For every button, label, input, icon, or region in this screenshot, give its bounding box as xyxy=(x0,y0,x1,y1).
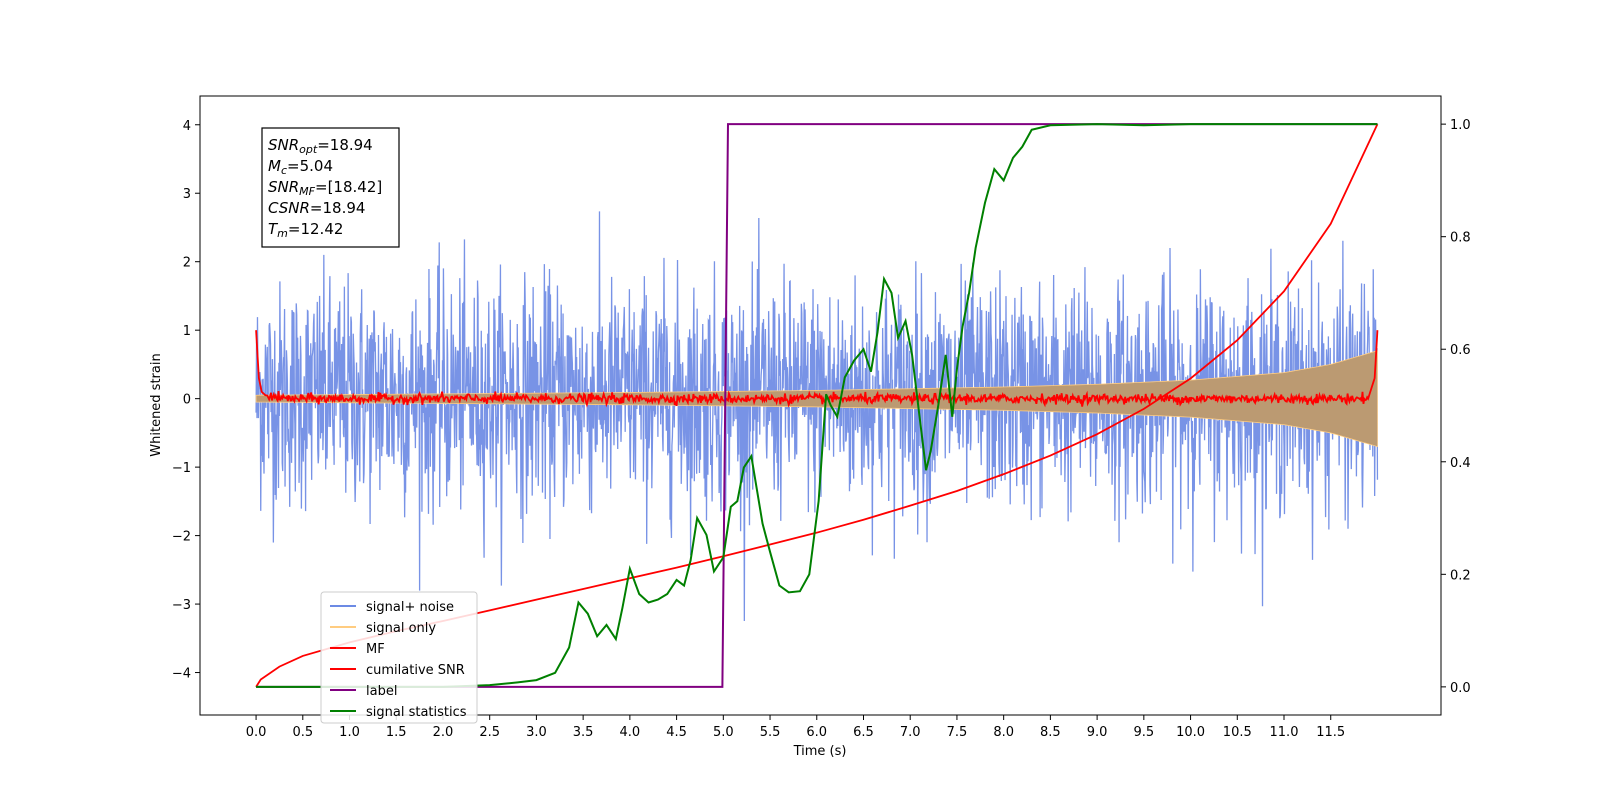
y-tick-label: 1 xyxy=(183,324,191,339)
annotation-line: CSNR=18.94 xyxy=(268,199,365,217)
x-tick-label: 8.0 xyxy=(993,725,1014,740)
y-tick-label: 4 xyxy=(183,119,191,134)
y2-tick-label: 0.6 xyxy=(1450,343,1471,358)
annotation-box: SNRopt=18.94Mc=5.04SNRMF=[18.42]CSNR=18.… xyxy=(261,127,400,248)
y2-tick-label: 0.2 xyxy=(1450,568,1471,583)
x-tick-label: 1.0 xyxy=(339,725,360,740)
annotation-line: SNRopt=18.94 xyxy=(268,136,373,156)
x-tick-label: 8.5 xyxy=(1040,725,1061,740)
x-tick-label: 1.5 xyxy=(386,725,407,740)
x-tick-label: 6.0 xyxy=(806,725,827,740)
x-tick-label: 10.5 xyxy=(1223,725,1252,740)
legend-label: MF xyxy=(366,642,385,657)
y2-tick-label: 0.0 xyxy=(1450,681,1471,696)
y2-axis-ticks: 1.0 0.8 0.6 0.4 0.2 0.0 xyxy=(1441,118,1471,696)
x-tick-label: 3.5 xyxy=(573,725,594,740)
x-tick-label: 9.5 xyxy=(1133,725,1154,740)
y-tick-label: −3 xyxy=(172,598,191,613)
legend-label: signal only xyxy=(366,621,436,636)
series-label-line xyxy=(256,123,1378,688)
y-axis-ticks: 4 3 2 1 0 −1 −2 −3 −4 xyxy=(172,119,200,682)
y-tick-label: 0 xyxy=(183,393,191,408)
x-tick-label: 2.5 xyxy=(479,725,500,740)
series-mf-line xyxy=(255,330,1379,408)
y2-tick-label: 1.0 xyxy=(1450,118,1471,133)
legend-frame xyxy=(320,591,478,724)
annotation-line: SNRMF=[18.42] xyxy=(268,178,382,198)
x-axis-ticks: 0.0 0.5 1.0 1.5 2.0 2.5 3.0 3.5 4.0 4.5 5.0 5.5 6.0 6… xyxy=(246,715,1345,740)
x-tick-label: 7.5 xyxy=(947,725,968,740)
y-tick-label: −2 xyxy=(172,530,191,545)
legend-label: cumilative SNR xyxy=(366,663,465,678)
axes-frame xyxy=(199,95,1442,716)
y2-tick-label: 0.4 xyxy=(1450,456,1471,471)
y-tick-label: −4 xyxy=(172,667,191,682)
x-tick-label: 7.0 xyxy=(900,725,921,740)
y-tick-label: 2 xyxy=(183,256,191,271)
y-tick-label: −1 xyxy=(172,461,191,476)
x-tick-label: 11.5 xyxy=(1316,725,1345,740)
series-signal-statistics-line xyxy=(256,123,1378,688)
x-tick-label: 10.0 xyxy=(1176,725,1205,740)
x-tick-label: 6.5 xyxy=(853,725,874,740)
x-tick-label: 4.0 xyxy=(620,725,641,740)
y2-tick-label: 0.8 xyxy=(1450,231,1471,246)
legend-label: label xyxy=(366,684,397,699)
legend-label: signal statistics xyxy=(366,705,467,720)
x-tick-label: 2.0 xyxy=(433,725,454,740)
series-signal-only-band xyxy=(255,350,1378,448)
x-tick-label: 5.0 xyxy=(713,725,734,740)
x-axis-label: Time (s) xyxy=(793,744,847,759)
y-axis-label: Whitened strain xyxy=(149,353,164,456)
annotation-line: Mc=5.04 xyxy=(268,157,333,177)
legend: signal+ noise signal only MF cumilative SNR… xyxy=(320,591,478,724)
x-tick-label: 0.0 xyxy=(246,725,267,740)
legend-label: signal+ noise xyxy=(366,600,454,615)
x-tick-label: 5.5 xyxy=(760,725,781,740)
annotation-frame xyxy=(261,127,400,248)
annotation-line: Tm=12.42 xyxy=(268,220,343,240)
x-tick-label: 4.5 xyxy=(666,725,687,740)
x-tick-label: 11.0 xyxy=(1270,725,1299,740)
x-tick-label: 3.0 xyxy=(526,725,547,740)
x-tick-label: 0.5 xyxy=(292,725,313,740)
x-tick-label: 9.0 xyxy=(1087,725,1108,740)
y-tick-label: 3 xyxy=(183,187,191,202)
